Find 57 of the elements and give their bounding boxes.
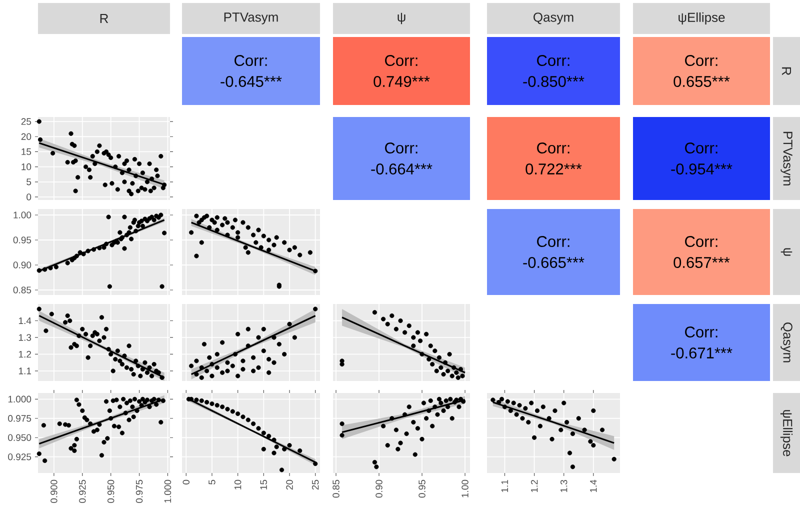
- x-tick-label: 0.85: [332, 480, 340, 498]
- text: Corr: -0.671***: [671, 326, 732, 358]
- x-tick-label: 0.975: [136, 480, 143, 503]
- text: ψ: [398, 12, 406, 24]
- y-tick-label: 15: [22, 148, 32, 156]
- text: Corr: 0.749***: [374, 55, 430, 87]
- x-tick-label: 5: [208, 480, 216, 484]
- y-tick-label: 5: [26, 178, 32, 186]
- x-tick-label: 1.000: [164, 480, 172, 503]
- x-tick-label: 0.950: [107, 480, 114, 503]
- text: Corr: -0.954***: [671, 142, 732, 174]
- text: Corr: -0.665***: [523, 236, 584, 268]
- text: Corr: 0.722***: [526, 142, 582, 174]
- x-tick-label: 0.90: [376, 480, 382, 498]
- x-tick-label: 0.900: [50, 480, 58, 503]
- y-tick-label: 0.95: [13, 236, 32, 244]
- y-tick-label: 0.90: [13, 262, 32, 268]
- x-tick-label: 15: [260, 480, 267, 490]
- x-tick-label: 1.3: [560, 480, 568, 492]
- y-tick-label: 0.975: [8, 415, 32, 422]
- text: Qasym: [534, 12, 574, 24]
- text: Corr: 0.657***: [674, 236, 730, 268]
- text: R: [100, 14, 108, 23]
- x-tick-label: 1.4: [590, 480, 597, 492]
- y-tick-label: 20: [21, 133, 32, 140]
- x-tick-label: 1.00: [462, 480, 468, 498]
- y-tick-label: 10: [22, 163, 32, 170]
- text: Corr: -0.664***: [371, 142, 432, 174]
- text: PTVasym: [224, 12, 278, 24]
- x-tick-label: 1.2: [530, 480, 538, 492]
- text: R: [782, 67, 791, 76]
- y-tick-label: 0.950: [8, 434, 32, 441]
- y-tick-label: 1.1: [18, 368, 31, 374]
- x-tick-label: 10: [234, 480, 242, 490]
- text: Corr: 0.655***: [674, 55, 730, 87]
- x-tick-label: 0.925: [79, 480, 86, 503]
- text: ψEllipse: [678, 12, 725, 25]
- y-tick-label: 25: [21, 118, 32, 125]
- text: ψEllipse: [780, 410, 793, 456]
- y-tick-label: 1.00: [14, 212, 32, 218]
- y-tick-label: 1.4: [18, 317, 32, 324]
- x-tick-label: 0.95: [418, 480, 426, 498]
- x-tick-label: 20: [286, 480, 293, 490]
- y-tick-label: 0.85: [13, 286, 32, 294]
- y-tick-label: 1.2: [18, 350, 31, 358]
- text: ψ: [780, 248, 792, 256]
- y-tick-label: 0: [26, 194, 32, 200]
- y-tick-label: 0.925: [8, 453, 32, 460]
- text: Qasym: [780, 322, 792, 362]
- x-tick-label: 0: [182, 480, 190, 484]
- y-tick-label: 1.000: [8, 396, 32, 403]
- x-tick-label: 25: [312, 480, 319, 490]
- x-tick-label: 1.1: [501, 480, 508, 492]
- text: PTVasym: [780, 132, 792, 186]
- text: Corr: -0.850***: [523, 55, 584, 87]
- y-tick-label: 1.3: [18, 334, 32, 341]
- text: Corr: -0.645***: [220, 55, 282, 87]
